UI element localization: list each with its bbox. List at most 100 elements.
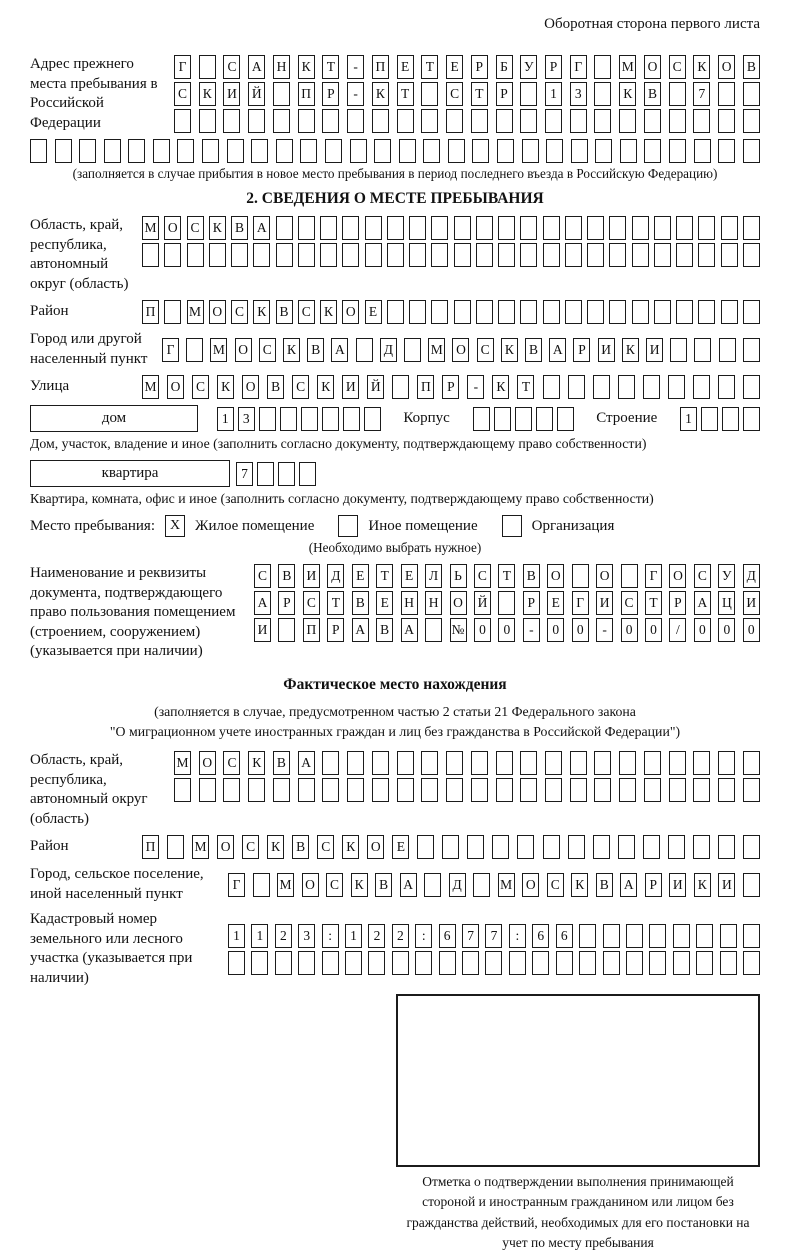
char-box[interactable] <box>103 139 121 163</box>
char-box[interactable]: С <box>231 300 248 325</box>
char-box[interactable] <box>54 139 72 163</box>
char-box[interactable] <box>431 243 449 268</box>
char-box[interactable] <box>298 951 316 976</box>
char-box[interactable] <box>275 139 293 163</box>
char-box[interactable]: К <box>248 751 266 776</box>
char-box[interactable] <box>520 82 538 106</box>
char-box[interactable] <box>587 216 604 241</box>
char-box[interactable] <box>473 872 491 897</box>
char-box[interactable] <box>570 139 588 163</box>
char-box[interactable] <box>508 951 526 976</box>
char-box[interactable]: Р <box>644 872 662 897</box>
char-box[interactable] <box>493 406 511 431</box>
char-box[interactable] <box>567 835 585 860</box>
char-box[interactable] <box>569 109 587 133</box>
char-box[interactable]: К <box>693 55 711 79</box>
char-box[interactable]: А <box>693 591 711 616</box>
char-box[interactable] <box>619 778 637 803</box>
char-box[interactable]: В <box>275 300 293 325</box>
char-box[interactable] <box>742 924 760 949</box>
char-box[interactable]: К <box>492 375 510 400</box>
char-box[interactable]: - <box>347 55 365 79</box>
char-box[interactable] <box>742 375 760 400</box>
char-box[interactable] <box>251 139 269 163</box>
char-box[interactable]: 3 <box>237 406 255 431</box>
char-box[interactable] <box>446 751 464 776</box>
char-box[interactable] <box>569 778 587 803</box>
char-box[interactable]: К <box>350 872 368 897</box>
char-box[interactable] <box>569 751 587 776</box>
char-box[interactable] <box>186 243 204 268</box>
char-box[interactable] <box>347 109 365 133</box>
char-box[interactable]: Н <box>400 591 418 616</box>
char-box[interactable]: Е <box>351 564 369 589</box>
char-box[interactable] <box>718 778 736 803</box>
char-box[interactable] <box>475 243 493 268</box>
char-box[interactable] <box>555 951 573 976</box>
char-box[interactable] <box>396 109 414 133</box>
char-box[interactable] <box>667 835 685 860</box>
char-box[interactable] <box>521 139 539 163</box>
char-box[interactable]: Р <box>545 55 563 79</box>
char-box[interactable] <box>355 337 373 362</box>
char-box[interactable]: Й <box>367 375 385 400</box>
char-box[interactable] <box>453 216 471 241</box>
char-box[interactable]: С <box>317 835 335 860</box>
char-box[interactable] <box>320 243 337 268</box>
char-box[interactable]: 0 <box>718 618 736 643</box>
char-box[interactable]: Н <box>272 55 290 79</box>
char-box[interactable] <box>594 82 612 106</box>
char-box[interactable]: 3 <box>298 924 316 949</box>
char-box[interactable] <box>442 835 460 860</box>
char-box[interactable]: 0 <box>742 618 760 643</box>
char-box[interactable] <box>257 461 274 486</box>
char-box[interactable]: О <box>208 300 226 325</box>
char-box[interactable]: О <box>522 872 540 897</box>
char-box[interactable] <box>421 109 439 133</box>
char-box[interactable]: Р <box>327 618 345 643</box>
char-box[interactable] <box>342 243 360 268</box>
char-box[interactable] <box>542 216 560 241</box>
char-box[interactable]: К <box>621 337 639 362</box>
char-box[interactable] <box>571 564 589 589</box>
char-box[interactable] <box>472 406 490 431</box>
char-box[interactable] <box>299 461 316 486</box>
char-box[interactable] <box>625 924 643 949</box>
char-box[interactable]: К <box>198 82 216 106</box>
char-box[interactable] <box>142 243 159 268</box>
char-box[interactable] <box>167 835 185 860</box>
char-box[interactable]: П <box>297 82 315 106</box>
char-box[interactable]: Р <box>669 591 687 616</box>
char-box[interactable] <box>595 139 613 163</box>
char-box[interactable] <box>297 216 315 241</box>
char-box[interactable]: К <box>217 375 235 400</box>
char-box[interactable]: Р <box>573 337 591 362</box>
char-box[interactable]: В <box>522 564 540 589</box>
char-box[interactable]: А <box>351 618 369 643</box>
char-box[interactable]: О <box>164 216 182 241</box>
char-box[interactable] <box>275 243 293 268</box>
char-box[interactable]: О <box>449 591 467 616</box>
char-box[interactable] <box>228 951 245 976</box>
char-box[interactable] <box>631 300 649 325</box>
char-box[interactable] <box>226 139 244 163</box>
char-box[interactable]: В <box>742 55 760 79</box>
char-box[interactable] <box>620 564 638 589</box>
char-box[interactable]: М <box>186 300 204 325</box>
char-box[interactable]: М <box>210 337 228 362</box>
char-box[interactable]: А <box>620 872 638 897</box>
char-box[interactable]: С <box>326 872 344 897</box>
char-box[interactable]: К <box>320 300 337 325</box>
char-box[interactable]: Т <box>327 591 345 616</box>
char-box[interactable] <box>693 778 711 803</box>
char-box[interactable]: Е <box>446 55 464 79</box>
char-box[interactable]: 1 <box>216 406 234 431</box>
char-box[interactable]: 7 <box>485 924 503 949</box>
char-box[interactable]: О <box>242 375 260 400</box>
char-box[interactable]: А <box>254 591 271 616</box>
char-box[interactable] <box>532 951 550 976</box>
char-box[interactable] <box>743 406 760 431</box>
char-box[interactable] <box>701 406 718 431</box>
char-box[interactable]: И <box>254 618 271 643</box>
char-box[interactable] <box>495 109 513 133</box>
